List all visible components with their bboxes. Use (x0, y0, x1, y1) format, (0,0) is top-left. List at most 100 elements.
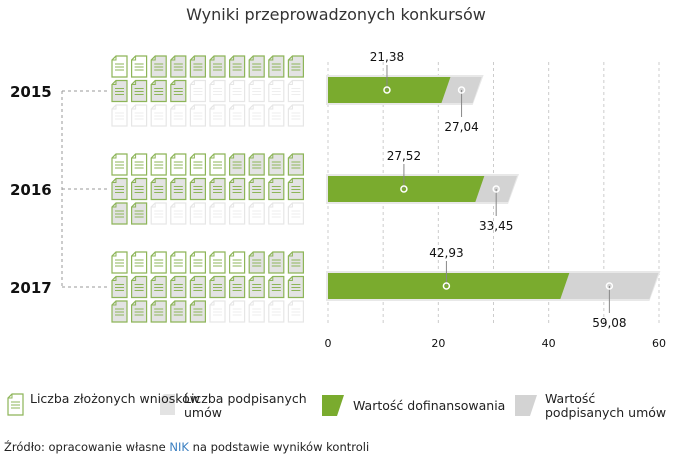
doc-fold (112, 252, 117, 257)
doc-fold (210, 56, 215, 61)
doc-fold (190, 178, 195, 183)
doc-fold (288, 154, 293, 159)
document-placeholder-icon (229, 300, 246, 323)
contract-marker (605, 282, 614, 290)
doc-fold (229, 56, 235, 61)
doc-fold (288, 301, 293, 306)
document-placeholder-icon (131, 104, 148, 127)
contract-value-label: 59,08 (592, 316, 626, 330)
doc-fold (268, 252, 274, 257)
signed-contract-icon (268, 251, 285, 274)
document-placeholder-icon (268, 104, 285, 127)
legend-contract-value-label: Wartość podpisanych umów (545, 391, 667, 420)
submitted-application-icon (209, 153, 226, 176)
doc-fold (151, 80, 156, 85)
signed-contract-icon (287, 275, 304, 299)
doc-fold (210, 203, 215, 208)
legend-document-outline-icon (7, 393, 24, 416)
document-placeholder-icon (209, 300, 226, 323)
doc-fold (131, 56, 137, 61)
doc-fold (131, 178, 137, 183)
doc-fold (190, 252, 195, 257)
doc-fold (288, 276, 293, 281)
signed-contract-icon (287, 251, 304, 274)
signed-contract-icon (229, 275, 246, 299)
submitted-application-icon (189, 153, 206, 176)
signed-contract-icon (268, 55, 285, 78)
document-placeholder-icon (268, 79, 285, 103)
source-org: NIK (169, 440, 189, 454)
doc-fold (190, 276, 195, 281)
contract-marker (457, 86, 466, 94)
doc-fold (268, 105, 274, 110)
doc-fold (151, 178, 156, 183)
funding-bar (328, 77, 451, 103)
signed-contract-icon (111, 177, 128, 201)
document-placeholder-icon (150, 202, 167, 225)
legend-grey-parallelogram-icon (515, 395, 537, 416)
document-placeholder-icon (209, 202, 226, 225)
signed-contract-icon (248, 275, 265, 299)
doc-fold (131, 203, 137, 208)
signed-contract-icon (150, 275, 167, 299)
doc-fold (112, 301, 117, 306)
submitted-application-icon (131, 55, 148, 78)
submitted-application-icon (229, 251, 246, 274)
signed-contract-icon (111, 202, 128, 225)
year-label: 2016 (10, 181, 52, 199)
funding-value-label: 21,38 (370, 50, 404, 64)
doc-fold (288, 56, 293, 61)
doc-fold (268, 178, 274, 183)
document-placeholder-icon (209, 79, 226, 103)
signed-contract-icon (131, 202, 148, 225)
signed-contract-icon (170, 275, 187, 299)
submitted-application-icon (150, 251, 167, 274)
doc-fold (112, 178, 117, 183)
doc-fold (249, 178, 254, 183)
x-tick-label: 60 (652, 337, 666, 350)
submitted-application-icon (131, 251, 148, 274)
doc-fold (151, 203, 156, 208)
doc-fold (112, 203, 117, 208)
signed-contract-icon (229, 55, 246, 78)
signed-contract-icon (150, 177, 167, 201)
doc-fold (229, 80, 235, 85)
doc-fold (170, 203, 176, 208)
contract-marker (492, 185, 500, 193)
doc-fold (190, 80, 195, 85)
signed-contract-icon (189, 275, 206, 299)
document-placeholder-icon (229, 104, 246, 127)
submitted-application-icon (111, 251, 128, 274)
signed-contract-icon (248, 153, 265, 176)
signed-contract-icon (170, 79, 187, 103)
doc-fold (268, 56, 274, 61)
doc-fold (210, 178, 215, 183)
document-placeholder-icon (248, 202, 265, 225)
doc-fold (131, 80, 137, 85)
doc-fold (112, 80, 117, 85)
signed-contract-icon (150, 79, 167, 103)
signed-contract-icon (209, 275, 226, 299)
document-placeholder-icon (248, 300, 265, 323)
doc-fold (170, 56, 176, 61)
chart-title: Wyniki przeprowadzonych konkursów (186, 5, 486, 24)
doc-fold (131, 105, 137, 110)
signed-contract-icon (189, 177, 206, 201)
doc-fold (112, 154, 117, 159)
doc-fold (151, 252, 156, 257)
legend-green-parallelogram-icon (322, 395, 344, 416)
signed-contract-icon (209, 55, 226, 78)
signed-contract-icon (268, 275, 285, 299)
doc-fold (190, 301, 195, 306)
doc-fold (131, 154, 137, 159)
x-tick-label: 20 (431, 337, 445, 350)
submitted-application-icon (150, 153, 167, 176)
x-tick-label: 40 (542, 337, 556, 350)
doc-fold (151, 105, 156, 110)
funding-value-label: 27,52 (387, 149, 421, 163)
submitted-application-icon (189, 251, 206, 274)
doc-fold (190, 56, 195, 61)
signed-contract-icon (229, 177, 246, 201)
document-placeholder-icon (170, 104, 187, 127)
